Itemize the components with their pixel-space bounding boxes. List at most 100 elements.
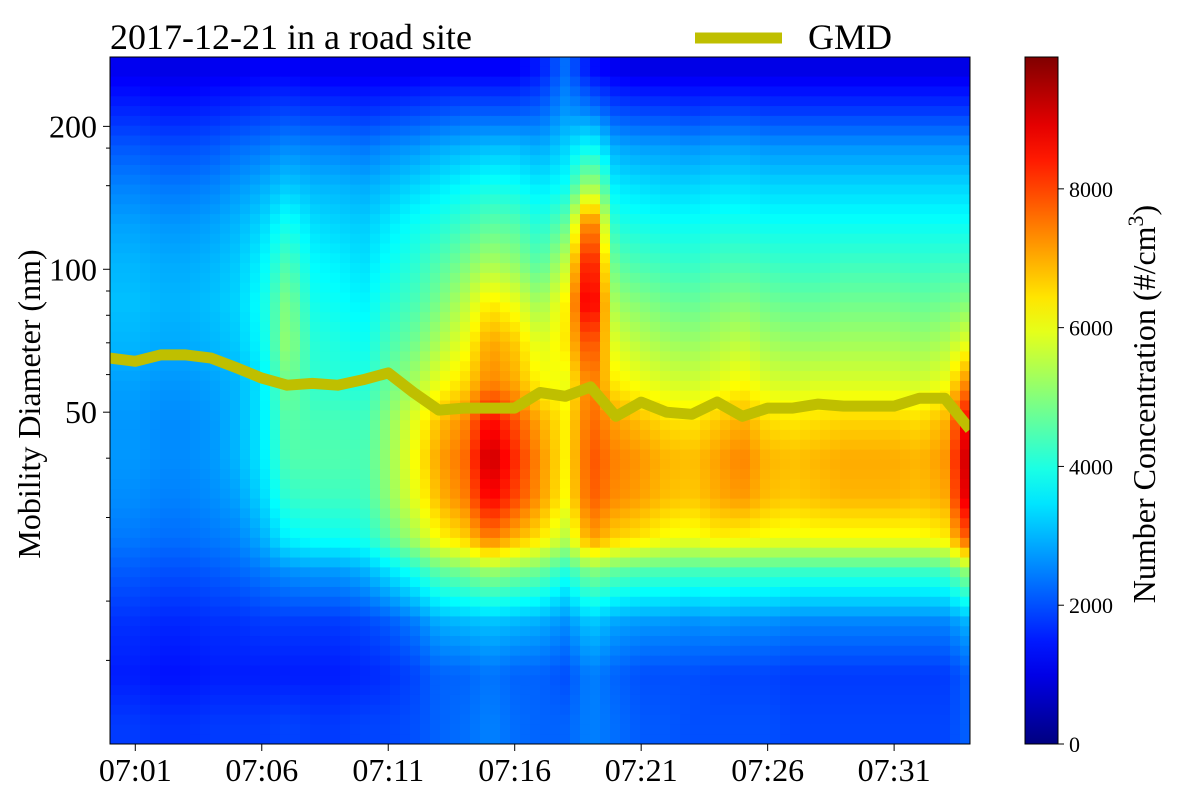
heatmap-cell <box>260 312 271 323</box>
heatmap-cell <box>680 361 691 372</box>
heatmap-cell <box>120 194 131 205</box>
heatmap-cell <box>690 184 701 195</box>
heatmap-cell <box>170 400 181 411</box>
heatmap-cell <box>400 214 411 225</box>
heatmap-cell <box>380 194 391 205</box>
heatmap-cell <box>890 214 901 225</box>
heatmap-cell <box>320 115 331 127</box>
heatmap-cell <box>630 331 641 343</box>
heatmap-cell <box>340 155 351 166</box>
heatmap-cell <box>430 390 441 402</box>
heatmap-cell <box>820 341 831 353</box>
heatmap-cell <box>830 488 841 500</box>
heatmap-cell <box>750 420 761 431</box>
heatmap-cell <box>180 96 191 107</box>
heatmap-cell <box>540 96 551 107</box>
heatmap-cell <box>240 400 251 411</box>
heatmap-cell <box>140 204 151 215</box>
heatmap-cell <box>880 164 891 176</box>
heatmap-cell <box>250 125 261 137</box>
heatmap-cell <box>710 429 721 441</box>
heatmap-cell <box>320 410 331 421</box>
heatmap-cell <box>560 586 571 598</box>
heatmap-cell <box>150 528 161 539</box>
heatmap-cell <box>110 429 121 441</box>
heatmap-cell <box>950 371 961 382</box>
heatmap-cell <box>260 204 271 215</box>
heatmap-cell <box>840 331 851 343</box>
heatmap-cell <box>770 537 781 549</box>
heatmap-cell <box>760 57 771 68</box>
heatmap-cell <box>710 174 721 186</box>
heatmap-cell <box>780 547 791 559</box>
heatmap-cell <box>760 214 771 225</box>
heatmap-cell <box>470 125 481 137</box>
heatmap-cell <box>490 586 501 598</box>
heatmap-cell <box>870 429 881 441</box>
heatmap-cell <box>900 76 911 88</box>
heatmap-cell <box>930 606 941 618</box>
heatmap-cell <box>460 214 471 225</box>
heatmap-cell <box>410 115 421 127</box>
heatmap-cell <box>150 341 161 353</box>
heatmap-cell <box>830 449 841 460</box>
heatmap-cell <box>940 351 951 362</box>
heatmap-cell <box>900 606 911 618</box>
heatmap-cell <box>620 616 631 627</box>
heatmap-cell <box>750 341 761 353</box>
heatmap-cell <box>530 331 541 343</box>
heatmap-cell <box>800 96 811 107</box>
heatmap-cell <box>690 606 701 618</box>
heatmap-cell <box>130 410 141 421</box>
heatmap-cell <box>520 459 531 470</box>
heatmap-cell <box>930 351 941 362</box>
heatmap-cell <box>430 380 441 392</box>
heatmap-cell <box>150 174 161 186</box>
heatmap-cell <box>530 586 541 598</box>
heatmap-cell <box>930 96 941 107</box>
heatmap-cell <box>700 439 711 451</box>
heatmap-cell <box>340 439 351 451</box>
heatmap-cell <box>120 174 131 186</box>
heatmap-cell <box>770 155 781 166</box>
heatmap-cell <box>570 164 581 176</box>
heatmap-cell <box>780 263 791 274</box>
heatmap-cell <box>810 537 821 549</box>
heatmap-cell <box>940 518 951 529</box>
heatmap-cell <box>400 616 411 627</box>
heatmap-cell <box>460 518 471 529</box>
heatmap-cell <box>710 272 721 284</box>
heatmap-cell <box>310 577 321 588</box>
heatmap-cell <box>580 243 591 254</box>
heatmap-cell <box>120 498 131 510</box>
heatmap-cell <box>920 606 931 618</box>
heatmap-cell <box>570 420 581 431</box>
heatmap-cell <box>880 194 891 205</box>
heatmap-cell <box>690 263 701 274</box>
heatmap-cell <box>130 547 141 559</box>
heatmap-cell <box>690 321 701 333</box>
heatmap-cell <box>700 341 711 353</box>
heatmap-cell <box>420 272 431 284</box>
heatmap-cell <box>940 586 951 598</box>
heatmap-cell <box>660 272 671 284</box>
heatmap-cell <box>660 66 671 78</box>
heatmap-cell <box>180 596 191 608</box>
heatmap-cell <box>420 479 431 490</box>
heatmap-cell <box>630 596 641 608</box>
heatmap-cell <box>640 449 651 460</box>
heatmap-cell <box>810 547 821 559</box>
heatmap-cell <box>640 263 651 274</box>
heatmap-cell <box>750 164 761 176</box>
heatmap-cell <box>590 96 601 107</box>
heatmap-cell <box>730 616 741 627</box>
heatmap-cell <box>490 184 501 195</box>
heatmap-cell <box>680 351 691 362</box>
heatmap-cell <box>410 243 421 254</box>
heatmap-cell <box>680 488 691 500</box>
heatmap-cell <box>320 586 331 598</box>
heatmap-cell <box>660 125 671 137</box>
heatmap-cell <box>660 469 671 480</box>
heatmap-cell <box>910 498 921 510</box>
heatmap-cell <box>670 586 681 598</box>
